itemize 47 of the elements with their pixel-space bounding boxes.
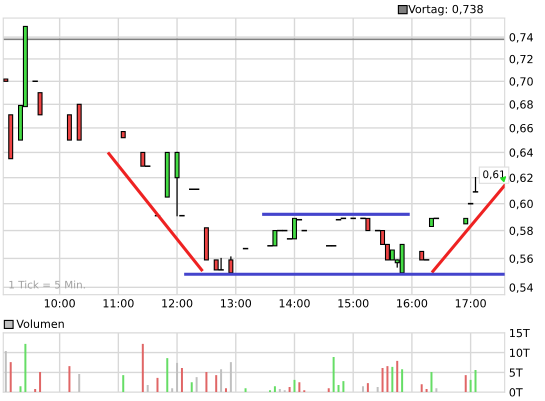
x-tick-label: 16:00	[397, 299, 428, 308]
x-tick-label: 14:00	[280, 299, 310, 308]
candlestick	[472, 177, 478, 193]
bar	[190, 382, 193, 392]
annotation: 1 Tick = 5 Min.	[9, 280, 85, 289]
bar	[362, 386, 364, 392]
bar	[338, 385, 340, 392]
y-tick-label: 0,58	[510, 226, 533, 236]
x-tick-label: 15:00	[338, 299, 368, 308]
y-tick-label: 0T	[510, 388, 523, 397]
y-tick-label: 0,70	[510, 77, 533, 87]
y-tick-label: 5T	[510, 368, 523, 377]
bar	[386, 366, 388, 392]
x-tick-label: 17:00	[456, 299, 486, 308]
candlestick	[228, 256, 234, 274]
y-tick-label: 10T	[510, 348, 530, 357]
y-tick-label: 0,64	[510, 148, 533, 158]
y-tick-label: 0,54	[510, 283, 533, 293]
legend-label: Vortag: 0,738	[408, 4, 483, 16]
annotation: 0,61	[483, 170, 505, 180]
bar	[332, 356, 335, 392]
candlestick	[38, 92, 43, 116]
candlestick	[204, 227, 209, 260]
candlestick	[8, 114, 14, 160]
x-tick-label: 10:00	[44, 299, 75, 308]
y-tick-label: 0,66	[510, 124, 533, 134]
candlestick	[66, 114, 72, 141]
bar	[435, 388, 438, 392]
chart-title: Volumen	[16, 319, 64, 328]
candlestick	[164, 152, 170, 198]
candlestick	[120, 131, 126, 138]
candlestick	[76, 104, 82, 141]
y-tick-label: 0,62	[510, 174, 532, 184]
bar	[39, 372, 42, 392]
y-tick-label: 0,72	[510, 54, 532, 64]
y-tick-label: 15T	[510, 328, 530, 338]
bar	[288, 387, 291, 392]
y-tick-label: 0,56	[510, 254, 533, 264]
candlestick	[463, 218, 468, 224]
y-tick-label: 0,74	[510, 33, 533, 43]
x-tick-label: 13:00	[220, 299, 252, 308]
y-tick-label: 0,68	[510, 100, 533, 110]
y-tick-label: 0,60	[510, 200, 533, 210]
bar	[166, 358, 168, 392]
x-tick-label: 11:00	[104, 299, 134, 308]
x-tick-label: 12:00	[162, 299, 192, 308]
bar	[19, 386, 22, 392]
